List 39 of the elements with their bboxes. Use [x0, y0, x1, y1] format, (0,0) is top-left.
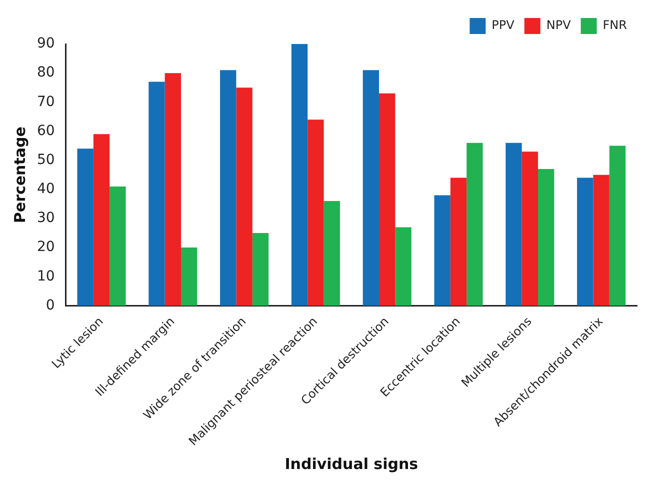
bar — [110, 186, 126, 306]
bar — [164, 73, 182, 306]
bar — [577, 178, 594, 306]
bar — [522, 152, 538, 306]
bar — [593, 174, 610, 306]
y-axis-title: Percentage — [10, 126, 29, 224]
bar — [324, 201, 340, 306]
y-tick-label: 50 — [36, 152, 55, 168]
bar — [148, 82, 165, 306]
bar — [506, 142, 522, 306]
bar — [434, 195, 450, 306]
bar — [450, 178, 467, 306]
bar — [181, 248, 198, 306]
bar — [291, 44, 308, 306]
bar — [466, 142, 483, 306]
legend-label: NPV — [546, 18, 572, 32]
bar — [308, 120, 324, 306]
bar — [220, 70, 236, 306]
bar — [609, 146, 626, 306]
y-tick-label: 40 — [36, 181, 55, 198]
bar — [77, 148, 94, 306]
y-tick-label: 80 — [36, 64, 55, 81]
y-tick-label: 60 — [36, 122, 55, 139]
bar — [379, 93, 396, 306]
bar — [538, 169, 554, 306]
y-tick-label: 30 — [36, 210, 55, 226]
y-tick-label: 70 — [36, 94, 55, 110]
bar — [93, 134, 110, 306]
bar — [252, 233, 269, 306]
bar — [395, 227, 412, 306]
bar — [236, 88, 252, 306]
legend-label: FNR — [602, 18, 627, 32]
y-tick-label: 10 — [36, 268, 55, 284]
y-tick-label: 90 — [36, 36, 55, 52]
y-tick-label: 20 — [36, 239, 55, 256]
bar — [362, 70, 380, 306]
x-axis-title: Individual signs — [284, 454, 418, 473]
y-tick-label: 0 — [46, 297, 55, 314]
legend-label: PPV — [492, 18, 516, 32]
